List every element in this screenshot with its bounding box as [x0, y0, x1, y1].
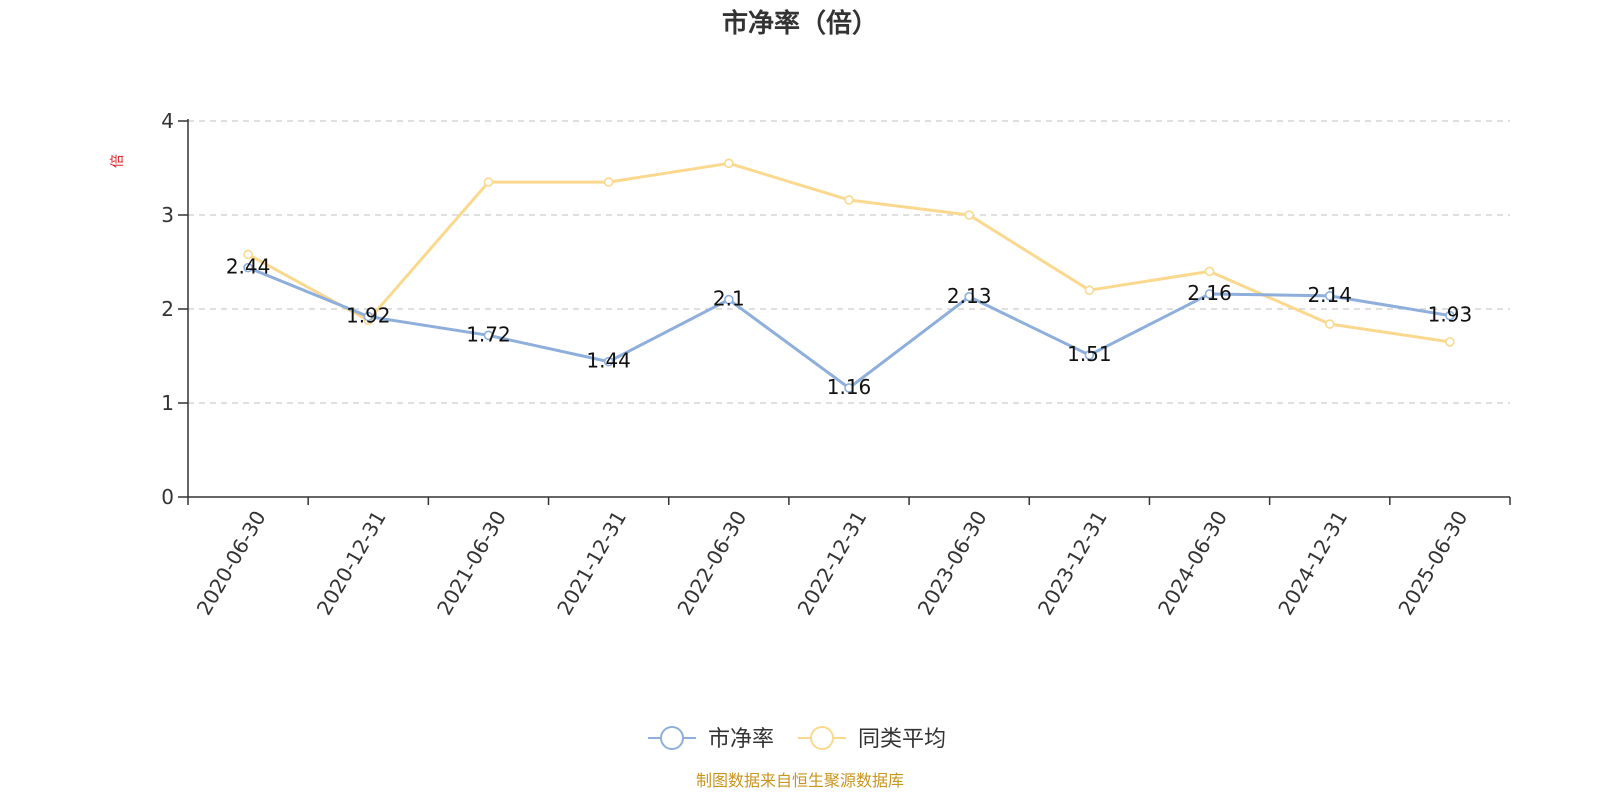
data-point: [1204, 289, 1215, 299]
data-label: 2.14: [1307, 283, 1352, 307]
data-point: [483, 177, 494, 187]
legend-item[interactable]: 同类平均: [798, 726, 946, 752]
data-point: [243, 262, 253, 273]
data-point: [1204, 266, 1215, 277]
data-point: [724, 158, 734, 169]
data-label: 2.13: [947, 284, 992, 308]
data-label: 1.51: [1067, 342, 1112, 366]
source-note: 制图数据来自恒生聚源数据库: [696, 771, 904, 790]
x-tick-label: 2022-12-31: [793, 507, 872, 620]
x-tick-label: 2021-12-31: [552, 507, 631, 620]
series-line: [247, 161, 1451, 344]
x-tick-label: 2023-06-30: [913, 507, 992, 620]
y-axis-label: 倍: [110, 154, 126, 168]
x-tick-label: 2021-06-30: [432, 507, 511, 620]
data-point: [483, 330, 494, 341]
y-tick-label: 1: [161, 391, 174, 415]
x-tick-label: 2020-12-31: [312, 507, 391, 620]
data-label: 1.72: [466, 322, 511, 346]
legend-marker-icon: [660, 726, 684, 750]
data-point: [1084, 285, 1095, 296]
data-point: [964, 291, 974, 302]
legend-label: 市净率: [708, 727, 774, 752]
data-point: [844, 195, 854, 205]
x-tick-label: 2023-12-31: [1033, 507, 1112, 620]
x-tick-label: 2020-06-30: [192, 507, 271, 620]
data-point: [964, 210, 974, 220]
data-label: 1.16: [827, 375, 872, 399]
data-labels: 2.44 1.92 1.72 1.44 2.1 1.16 2.13 1.51 2.16 2.14 1…: [226, 255, 1472, 399]
data-label: 1.44: [586, 349, 631, 373]
data-label: 2.16: [1187, 281, 1232, 305]
data-point: [1445, 310, 1455, 321]
grid-lines: [188, 120, 1510, 404]
y-tick-label: 2: [161, 297, 174, 321]
data-point: [603, 356, 614, 367]
x-tick-label: 2025-06-30: [1393, 507, 1472, 620]
data-point: [724, 294, 734, 305]
data-label: 2.1: [713, 287, 745, 311]
data-label: 1.92: [346, 304, 391, 328]
legend-label: 同类平均: [858, 727, 946, 752]
chart-title: 市净率（倍）: [722, 8, 878, 39]
legend[interactable]: 市净率 同类平均: [648, 726, 946, 752]
data-point: [243, 249, 253, 260]
x-tick-label: 2024-06-30: [1153, 507, 1232, 620]
x-tick-label: 2022-06-30: [672, 507, 751, 620]
series-line: [247, 266, 1451, 390]
data-point: [1084, 350, 1095, 360]
y-tick-label: 3: [161, 203, 174, 227]
data-point: [1324, 291, 1335, 301]
y-tick-label: 0: [161, 485, 174, 509]
y-tick-label: 4: [161, 109, 174, 133]
data-point: [603, 177, 614, 187]
legend-marker-icon: [810, 726, 834, 750]
data-point: [1324, 319, 1335, 329]
legend-item[interactable]: 市净率: [648, 726, 774, 752]
data-point: [1445, 337, 1455, 347]
data-point: [363, 311, 374, 322]
x-tick-label: 2024-12-31: [1273, 507, 1352, 620]
series-lines: [243, 158, 1455, 393]
axes: 0 1 2 3 4 2020-06-30 2020-12-31 2021-06-30 2021-…: [161, 109, 1511, 620]
data-label: 2.44: [226, 255, 271, 279]
data-label: 1.93: [1428, 303, 1473, 327]
data-point: [844, 383, 854, 393]
